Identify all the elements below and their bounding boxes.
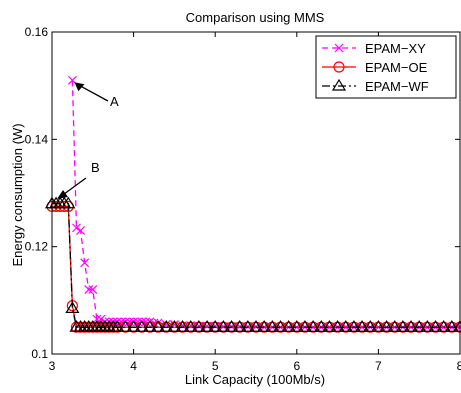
marker-x-stroke bbox=[76, 226, 85, 235]
x-tick-label: 7 bbox=[375, 359, 382, 373]
data-point bbox=[428, 320, 443, 332]
data-point bbox=[216, 320, 231, 332]
annotation-arrowhead-a bbox=[74, 82, 85, 92]
data-point bbox=[72, 223, 81, 233]
data-point bbox=[61, 196, 76, 209]
data-point bbox=[248, 320, 264, 332]
data-point bbox=[444, 320, 459, 332]
data-point bbox=[110, 320, 125, 332]
y-tick-label: 0.16 bbox=[25, 25, 49, 39]
x-tick-label: 5 bbox=[212, 359, 219, 373]
axis-ticks: 3 4 5 6 7 8 0.1 0.12 0.14 0.16 bbox=[25, 25, 461, 373]
data-point bbox=[224, 320, 239, 332]
data-point bbox=[363, 320, 378, 332]
legend: EPAM−XY EPAM−OE EPAM−WF bbox=[315, 35, 457, 99]
data-point bbox=[371, 320, 386, 332]
x-tick-label: 4 bbox=[130, 359, 137, 373]
annotation-b: B bbox=[91, 160, 100, 175]
data-point bbox=[167, 320, 182, 332]
legend-marker bbox=[333, 61, 345, 73]
legend-entry: EPAM−OE bbox=[322, 60, 428, 75]
marker-x-stroke bbox=[88, 285, 98, 295]
data-point bbox=[76, 226, 85, 235]
data-point bbox=[257, 320, 272, 332]
marker-x-stroke bbox=[80, 258, 90, 268]
data-point bbox=[151, 320, 166, 332]
series-line bbox=[52, 203, 460, 328]
y-tick-label: 0.12 bbox=[25, 240, 49, 254]
data-point bbox=[183, 320, 198, 332]
series-epamwf bbox=[44, 196, 461, 332]
data-point bbox=[149, 318, 159, 328]
chart-title: Comparison using MMS bbox=[186, 10, 325, 25]
data-point bbox=[191, 320, 206, 332]
data-point bbox=[159, 320, 174, 332]
x-tick-label: 8 bbox=[457, 359, 461, 373]
data-point bbox=[199, 320, 215, 332]
data-point bbox=[118, 320, 133, 332]
y-tick-label: 0.1 bbox=[31, 347, 48, 361]
data-point bbox=[126, 320, 141, 332]
data-point bbox=[387, 320, 402, 332]
data-point bbox=[84, 285, 94, 295]
data-point bbox=[273, 320, 288, 332]
annotations: AB bbox=[57, 82, 119, 199]
y-tick-label: 0.14 bbox=[25, 132, 49, 146]
x-tick-label: 3 bbox=[49, 359, 56, 373]
data-point bbox=[314, 320, 329, 332]
legend-label: EPAM−WF bbox=[365, 79, 429, 94]
marker-x-stroke bbox=[67, 75, 77, 85]
annotation-arrowhead-b bbox=[57, 190, 68, 199]
data-point bbox=[355, 320, 370, 332]
marker-x-stroke bbox=[149, 318, 159, 328]
data-point bbox=[403, 320, 419, 332]
marker-x-stroke bbox=[72, 223, 81, 233]
data-point bbox=[379, 320, 394, 332]
marker-x-stroke bbox=[334, 43, 344, 53]
data-point bbox=[289, 320, 304, 332]
data-point bbox=[412, 320, 427, 332]
data-point bbox=[322, 320, 337, 332]
x-tick-label: 6 bbox=[293, 359, 300, 373]
data-point bbox=[134, 320, 149, 332]
legend-entry: EPAM−XY bbox=[322, 41, 426, 56]
legend-marker bbox=[334, 43, 344, 53]
data-point bbox=[80, 258, 90, 268]
data-point bbox=[65, 301, 80, 313]
data-point bbox=[240, 320, 255, 332]
legend-label: EPAM−XY bbox=[365, 41, 426, 56]
legend-label: EPAM−OE bbox=[365, 60, 428, 75]
legend-marker bbox=[331, 78, 347, 91]
data-point bbox=[420, 320, 435, 332]
data-point bbox=[297, 320, 313, 332]
data-point bbox=[306, 320, 321, 332]
plot-frame bbox=[51, 31, 461, 355]
data-point bbox=[208, 320, 223, 332]
data-point bbox=[265, 320, 280, 332]
data-point bbox=[281, 320, 296, 332]
y-axis-label: Energy consumption (W) bbox=[10, 123, 25, 266]
data-point bbox=[175, 320, 190, 332]
data-point bbox=[330, 320, 345, 332]
legend-entry: EPAM−WF bbox=[322, 78, 429, 94]
marker-x-stroke bbox=[84, 285, 94, 295]
data-point bbox=[88, 285, 98, 295]
annotation-a: A bbox=[110, 94, 119, 109]
x-axis-label: Link Capacity (100Mb/s) bbox=[185, 372, 325, 387]
data-point bbox=[142, 320, 157, 332]
data-point bbox=[436, 320, 451, 332]
data-point bbox=[232, 320, 247, 332]
data-point bbox=[395, 320, 410, 332]
data-point bbox=[346, 320, 361, 332]
data-point bbox=[338, 320, 353, 332]
